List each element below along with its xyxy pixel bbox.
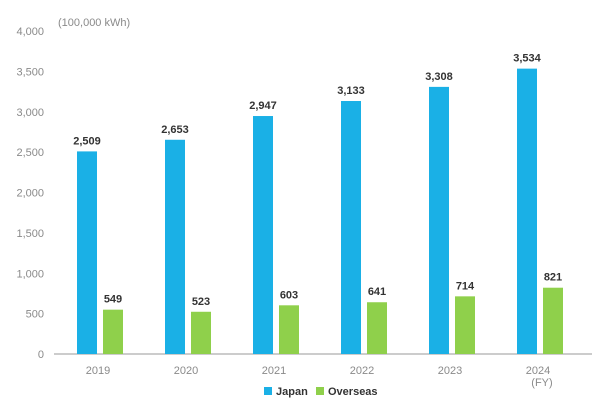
- data-label-japan-2022: 3,133: [337, 85, 365, 97]
- bars: 2,509 549 2,653 523 2,947 603 3,133 641 3,308 714…: [73, 53, 563, 354]
- data-label-overseas-2021: 603: [280, 289, 298, 301]
- data-label-overseas-2022: 641: [368, 286, 386, 298]
- bar-japan-2022: [341, 101, 361, 354]
- bar-overseas-2020: [191, 311, 211, 354]
- data-label-japan-2019: 2,509: [73, 135, 101, 147]
- legend-label-overseas: Overseas: [328, 386, 378, 398]
- x-tick-label: 2024: [526, 365, 550, 377]
- data-label-japan-2024: 3,534: [513, 53, 541, 65]
- legend-swatch-japan: [264, 387, 272, 395]
- y-tick-label: 2,000: [16, 188, 44, 200]
- data-label-overseas-2023: 714: [456, 280, 475, 292]
- data-label-japan-2020: 2,653: [161, 124, 189, 136]
- y-tick-label: 500: [26, 309, 44, 321]
- bar-japan-2019: [77, 151, 97, 354]
- bar-overseas-2023: [455, 296, 475, 354]
- x-axis: 2019 2020 2021 2022 2023 2024: [86, 365, 550, 377]
- x-tick-label: 2023: [438, 365, 462, 377]
- data-label-japan-2023: 3,308: [425, 71, 453, 83]
- bar-japan-2020: [165, 139, 185, 354]
- y-tick-label: 3,000: [16, 107, 44, 119]
- x-tick-label: 2019: [86, 365, 110, 377]
- data-label-overseas-2024: 821: [544, 272, 562, 284]
- bar-overseas-2019: [103, 309, 123, 354]
- data-label-overseas-2020: 523: [192, 296, 210, 308]
- y-unit-label: (100,000 kWh): [58, 17, 130, 29]
- x-tick-label: 2021: [262, 365, 286, 377]
- y-tick-label: 3,500: [16, 66, 44, 78]
- bar-overseas-2024: [543, 287, 563, 354]
- data-label-japan-2021: 2,947: [249, 100, 277, 112]
- bar-overseas-2022: [367, 302, 387, 354]
- y-tick-label: 4,000: [16, 26, 44, 38]
- y-tick-label: 1,500: [16, 228, 44, 240]
- data-label-overseas-2019: 549: [104, 294, 122, 306]
- y-tick-label: 0: [38, 349, 44, 361]
- bar-japan-2024: [517, 68, 537, 354]
- legend-label-japan: Japan: [276, 386, 308, 398]
- x-tick-label: 2020: [174, 365, 198, 377]
- legend: Japan Overseas: [264, 386, 378, 398]
- bar-japan-2023: [429, 86, 449, 354]
- bar-overseas-2021: [279, 305, 299, 354]
- y-tick-label: 1,000: [16, 268, 44, 280]
- legend-swatch-overseas: [316, 387, 324, 395]
- bar-japan-2021: [253, 116, 273, 354]
- y-tick-label: 2,500: [16, 147, 44, 159]
- x-tick-label: 2022: [350, 365, 374, 377]
- x-unit-label: (FY): [531, 377, 552, 389]
- y-axis: 0 500 1,000 1,500 2,000 2,500 3,000 3,500 4,000: [16, 26, 44, 361]
